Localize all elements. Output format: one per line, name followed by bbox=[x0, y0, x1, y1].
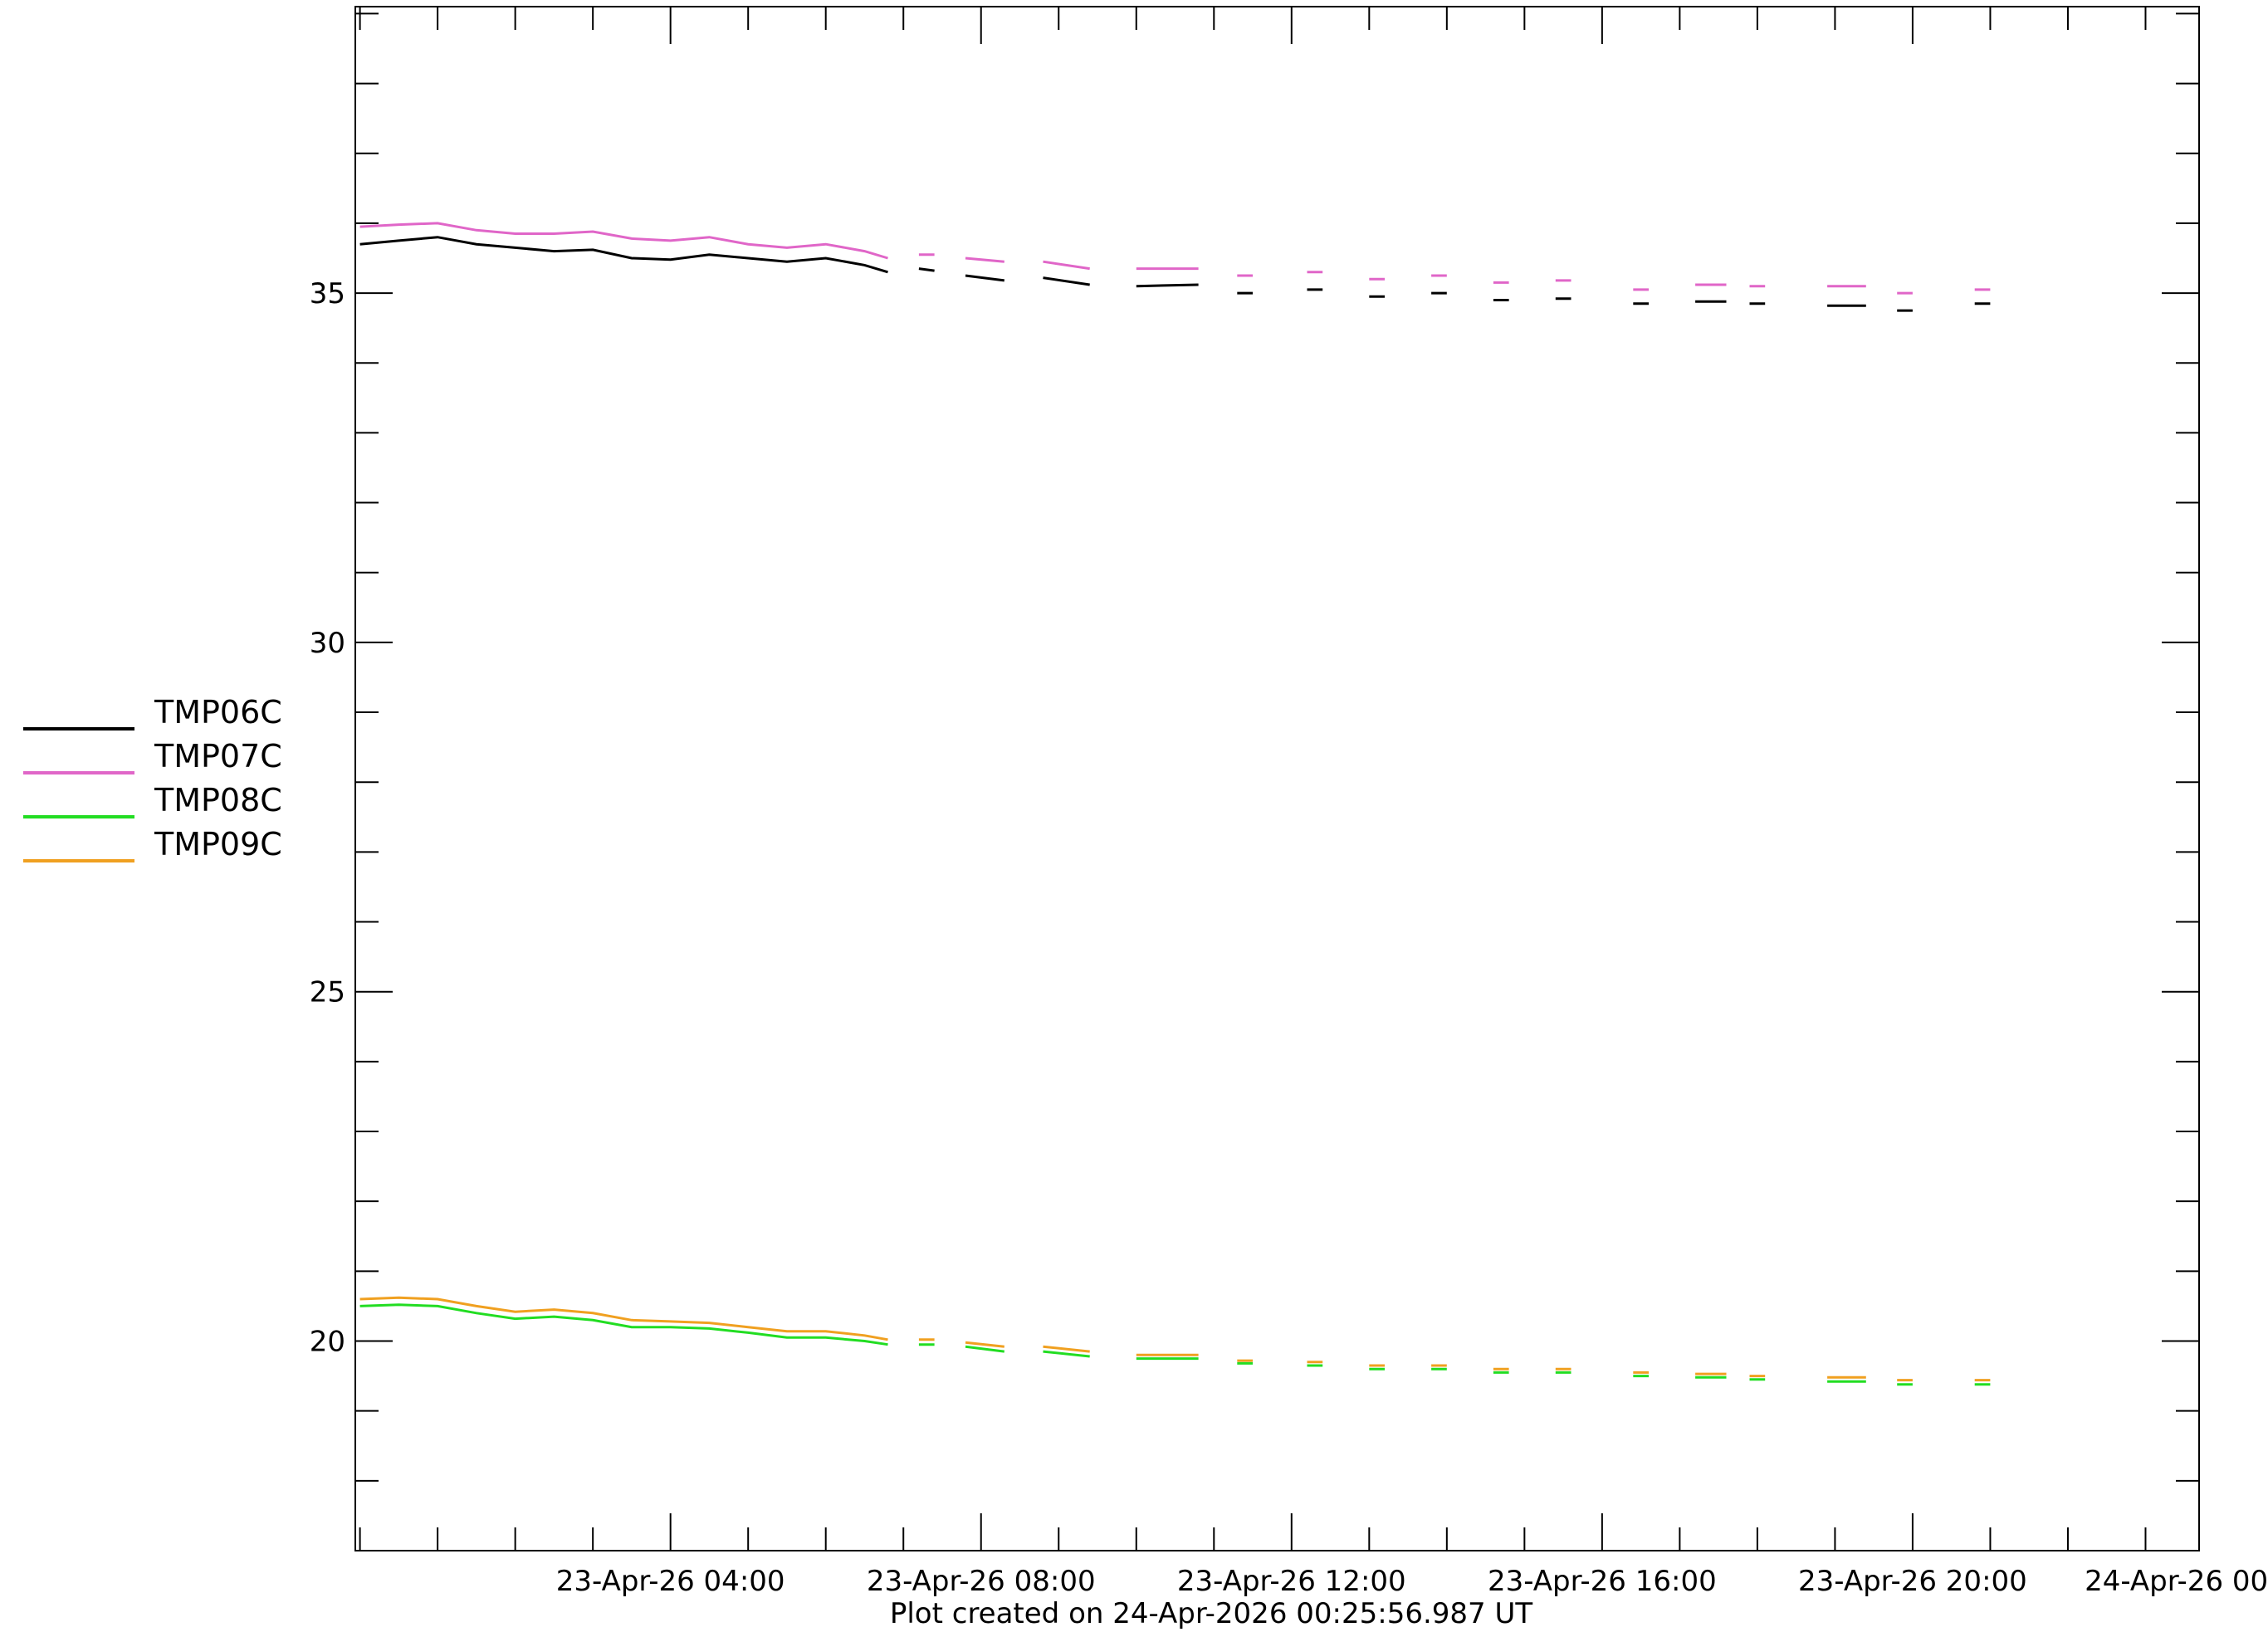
series-line-tmp06c bbox=[965, 274, 1004, 282]
series-line-tmp07c bbox=[1043, 260, 1090, 271]
axis-ticks bbox=[355, 7, 2199, 1551]
y-tick-label: 30 bbox=[310, 627, 345, 660]
series-lines bbox=[359, 222, 1991, 1386]
series-line-tmp09c bbox=[359, 1296, 888, 1341]
series-line-tmp06c bbox=[1136, 283, 1199, 288]
legend-label-tmp07c: TMP07C bbox=[154, 738, 282, 774]
x-tick-label: 23-Apr-26 04:00 bbox=[556, 1565, 785, 1598]
x-tick-label: 24-Apr-26 00:00 bbox=[2085, 1565, 2268, 1598]
x-tick-label: 23-Apr-26 08:00 bbox=[867, 1565, 1096, 1598]
series-line-tmp09c bbox=[965, 1341, 1004, 1348]
series-line-tmp06c bbox=[1043, 276, 1090, 286]
series-line-tmp06c bbox=[359, 236, 888, 274]
legend-label-tmp09c: TMP09C bbox=[154, 826, 282, 862]
y-tick-label: 35 bbox=[310, 277, 345, 310]
legend: TMP06C TMP07C TMP08C TMP09C bbox=[23, 694, 282, 862]
legend-label-tmp06c: TMP06C bbox=[154, 694, 282, 730]
series-line-tmp08c bbox=[359, 1303, 888, 1346]
plot-footer: Plot created on 24-Apr-2026 00:25:56.987… bbox=[890, 1597, 1532, 1630]
x-tick-label: 23-Apr-26 16:00 bbox=[1488, 1565, 1717, 1598]
series-line-tmp09c bbox=[1043, 1345, 1090, 1353]
y-tick-labels: 20 25 30 35 bbox=[310, 277, 345, 1358]
x-tick-label: 23-Apr-26 20:00 bbox=[1798, 1565, 2027, 1598]
x-tick-label: 23-Apr-26 12:00 bbox=[1177, 1565, 1406, 1598]
plot-frame bbox=[354, 6, 2200, 1551]
legend-label-tmp08c: TMP08C bbox=[154, 782, 282, 818]
y-tick-label: 20 bbox=[310, 1326, 345, 1359]
series-line-tmp08c bbox=[1043, 1350, 1090, 1358]
series-line-tmp07c bbox=[965, 257, 1004, 263]
x-tick-labels: 23-Apr-26 04:00 23-Apr-26 08:00 23-Apr-26 … bbox=[556, 1565, 2268, 1598]
series-line-tmp08c bbox=[965, 1345, 1004, 1353]
series-line-tmp07c bbox=[359, 222, 888, 260]
series-line-tmp06c bbox=[918, 267, 935, 272]
y-tick-label: 25 bbox=[310, 976, 345, 1009]
